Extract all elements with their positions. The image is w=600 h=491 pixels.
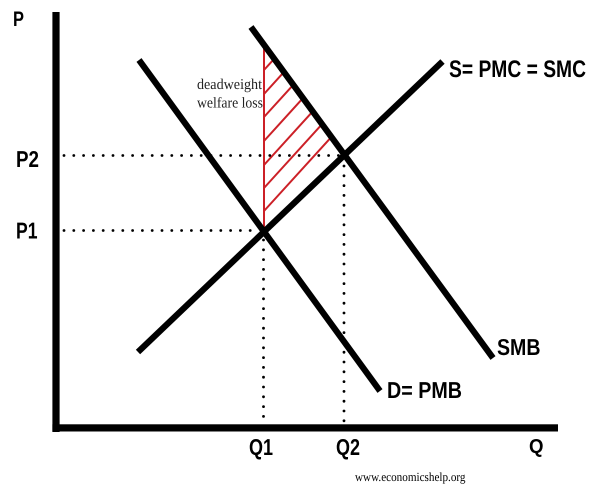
svg-text:SMB: SMB (497, 334, 541, 360)
svg-text:D= PMB: D= PMB (387, 377, 462, 403)
svg-text:welfare loss: welfare loss (197, 95, 263, 111)
svg-text:P: P (13, 8, 24, 31)
svg-text:www.economicshelp.org: www.economicshelp.org (355, 470, 466, 484)
svg-text:S= PMC = SMC: S= PMC = SMC (449, 56, 586, 83)
svg-text:deadweight: deadweight (197, 77, 263, 93)
svg-text:Q2: Q2 (336, 434, 360, 460)
svg-text:Q1: Q1 (249, 434, 273, 460)
svg-text:P1: P1 (16, 218, 38, 244)
svg-text:P2: P2 (16, 146, 39, 172)
svg-text:Q: Q (529, 436, 544, 458)
